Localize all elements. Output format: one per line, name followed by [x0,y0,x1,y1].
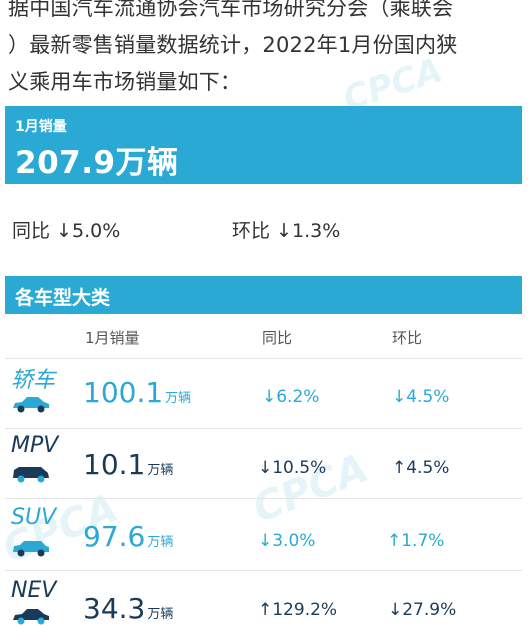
mom-value: 1.3% [291,220,341,242]
unit-label: 万辆 [147,607,174,622]
unit-label: 万辆 [165,391,192,406]
monthly-sales-label: 1月销量 [15,119,67,135]
yoy-change: ↓10.5% [258,458,327,478]
mom-change: ↑1.7% [387,531,445,551]
sales-value: 100.1 [83,376,164,409]
intro-line-2: ）最新零售销量数据统计，2022年1月份国内狭 [8,33,458,57]
down-arrow-icon: ↓ [276,220,292,242]
row-divider [5,570,522,571]
nev-icon [13,609,49,625]
sales-value: 10.1 [83,448,146,481]
mpv-icon [13,467,49,483]
yoy-label: 同比 [12,220,51,242]
column-header-yoy: 同比 [262,329,293,347]
column-header-mom: 环比 [392,329,423,347]
yoy-comparison: 同比 ↓5.0% [12,216,120,243]
sales-value: 97.6 [83,520,146,553]
row-divider [5,358,522,359]
column-header-sales: 1月销量 [85,329,140,347]
intro-paragraph: 据中国汽车流通协会汽车市场研究分会（乘联会 ）最新零售销量数据统计，2022年1… [8,0,524,101]
sales-value: 34.3 [83,592,146,625]
monthly-sales-value: 207.9万辆 [15,145,179,181]
section-title: 各车型大类 [15,287,111,309]
monthly-sales-card: 1月销量 207.9万辆 [5,106,522,184]
table-row-sales: 100.1 万辆 [83,376,191,409]
watermark-logo: CPCA [247,445,375,530]
category-name: SUV [11,505,57,530]
table-row-sales: 97.6 万辆 [83,520,173,553]
category-name: 轿车 [11,368,56,393]
table-row-sales: 10.1 万辆 [83,448,173,481]
row-divider [5,428,522,429]
mom-label: 环比 [232,220,271,242]
intro-line-1: 据中国汽车流通协会汽车市场研究分会（乘联会 [8,0,454,20]
mom-change: ↑4.5% [392,458,450,478]
sedan-icon [13,397,49,413]
mom-comparison: 环比 ↓1.3% [232,216,340,243]
down-arrow-icon: ↓ [56,220,72,242]
category-name: MPV [11,433,59,458]
row-divider [5,498,522,499]
yoy-change: ↑129.2% [258,600,338,620]
suv-icon [13,541,49,557]
category-name: NEV [11,578,57,603]
mom-change: ↓27.9% [388,600,457,620]
section-header: 各车型大类 [5,276,522,314]
intro-line-3: 义乘用车市场销量如下： [8,70,242,94]
table-row-sales: 34.3 万辆 [83,592,173,625]
mom-change: ↓4.5% [392,387,450,407]
yoy-change: ↓6.2% [262,387,320,407]
unit-label: 万辆 [147,463,174,478]
yoy-value: 5.0% [71,220,121,242]
unit-label: 万辆 [147,535,174,550]
yoy-change: ↓3.0% [258,531,316,551]
